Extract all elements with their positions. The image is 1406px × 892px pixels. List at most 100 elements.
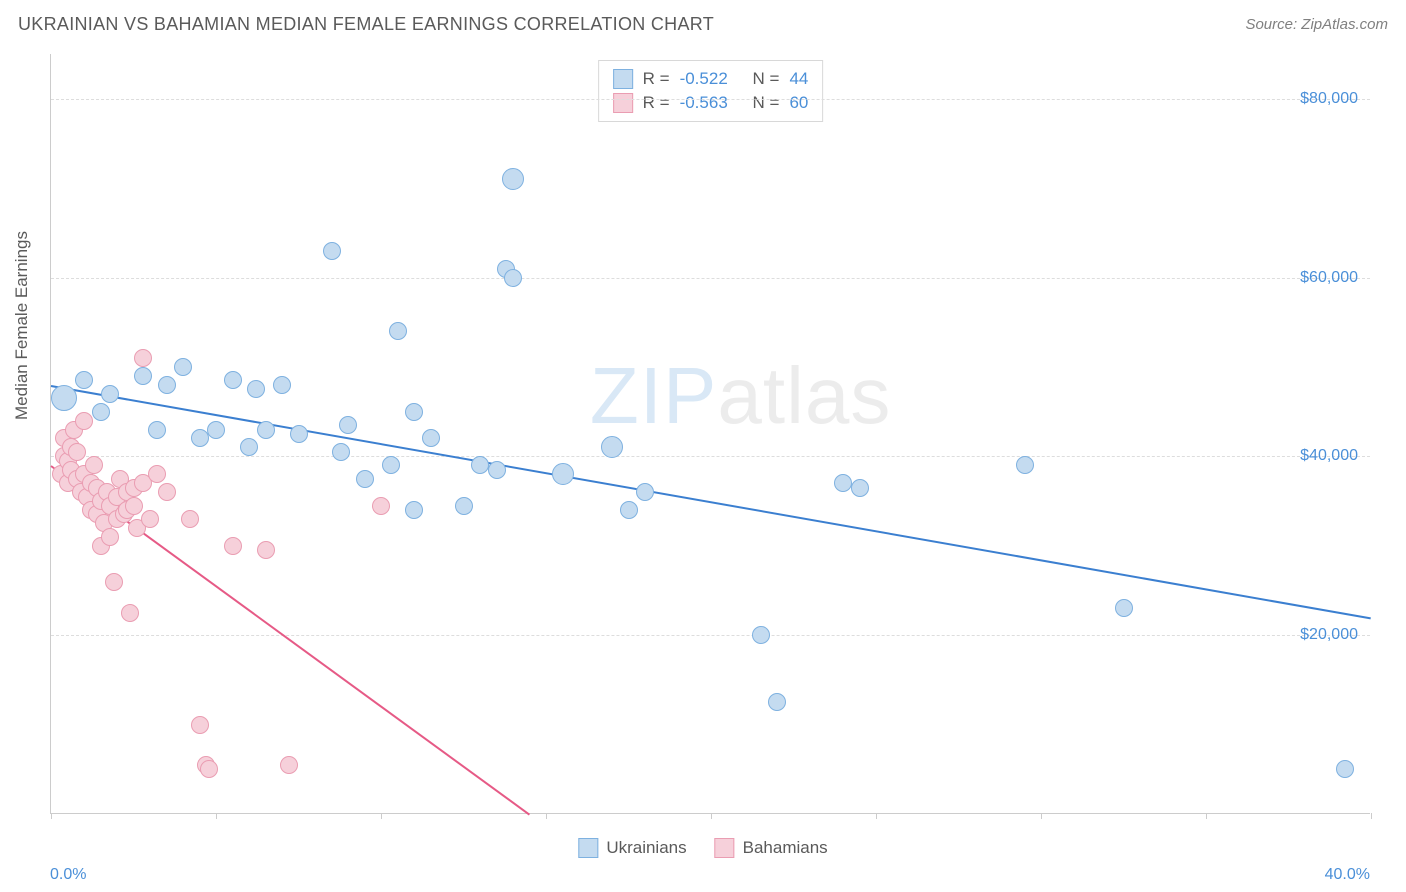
- data-point-ukrainians: [356, 470, 374, 488]
- gridline: [51, 456, 1370, 457]
- data-point-ukrainians: [752, 626, 770, 644]
- data-point-ukrainians: [240, 438, 258, 456]
- data-point-ukrainians: [257, 421, 275, 439]
- watermark-part1: ZIP: [590, 351, 717, 440]
- data-point-ukrainians: [382, 456, 400, 474]
- chart-title: UKRAINIAN VS BAHAMIAN MEDIAN FEMALE EARN…: [18, 14, 714, 35]
- swatch-ukrainians: [613, 69, 633, 89]
- r-value-bahamians: -0.563: [680, 93, 728, 113]
- chart-source: Source: ZipAtlas.com: [1245, 16, 1388, 33]
- x-tick: [876, 813, 877, 819]
- y-axis-label: Median Female Earnings: [12, 231, 32, 420]
- data-point-bahamians: [125, 497, 143, 515]
- r-label: R =: [643, 93, 670, 113]
- data-point-ukrainians: [552, 463, 574, 485]
- legend-swatch-bahamians: [715, 838, 735, 858]
- x-tick: [381, 813, 382, 819]
- data-point-bahamians: [101, 528, 119, 546]
- x-tick: [711, 813, 712, 819]
- data-point-ukrainians: [1115, 599, 1133, 617]
- legend-label-bahamians: Bahamians: [743, 838, 828, 858]
- data-point-ukrainians: [323, 242, 341, 260]
- x-tick: [1206, 813, 1207, 819]
- data-point-bahamians: [280, 756, 298, 774]
- legend-label-ukrainians: Ukrainians: [606, 838, 686, 858]
- x-tick: [546, 813, 547, 819]
- data-point-ukrainians: [851, 479, 869, 497]
- legend-item-ukrainians: Ukrainians: [578, 838, 686, 858]
- gridline: [51, 635, 1370, 636]
- data-point-ukrainians: [224, 371, 242, 389]
- data-point-bahamians: [200, 760, 218, 778]
- data-point-bahamians: [191, 716, 209, 734]
- chart-header: UKRAINIAN VS BAHAMIAN MEDIAN FEMALE EARN…: [0, 0, 1406, 48]
- y-tick-label: $20,000: [1300, 626, 1358, 644]
- n-value-ukrainians: 44: [789, 69, 808, 89]
- data-point-ukrainians: [158, 376, 176, 394]
- r-label: R =: [643, 69, 670, 89]
- data-point-bahamians: [121, 604, 139, 622]
- data-point-ukrainians: [290, 425, 308, 443]
- data-point-ukrainians: [191, 429, 209, 447]
- data-point-ukrainians: [405, 403, 423, 421]
- data-point-ukrainians: [502, 168, 524, 190]
- data-point-ukrainians: [768, 693, 786, 711]
- data-point-ukrainians: [332, 443, 350, 461]
- data-point-bahamians: [158, 483, 176, 501]
- data-point-ukrainians: [636, 483, 654, 501]
- gridline: [51, 99, 1370, 100]
- legend-swatch-ukrainians: [578, 838, 598, 858]
- y-tick-label: $80,000: [1300, 90, 1358, 108]
- data-point-ukrainians: [247, 380, 265, 398]
- data-point-bahamians: [85, 456, 103, 474]
- data-point-ukrainians: [101, 385, 119, 403]
- data-point-bahamians: [134, 349, 152, 367]
- data-point-ukrainians: [1336, 760, 1354, 778]
- data-point-ukrainians: [504, 269, 522, 287]
- y-tick-label: $60,000: [1300, 269, 1358, 287]
- data-point-ukrainians: [51, 385, 77, 411]
- data-point-ukrainians: [389, 322, 407, 340]
- data-point-bahamians: [105, 573, 123, 591]
- data-point-bahamians: [181, 510, 199, 528]
- data-point-bahamians: [75, 412, 93, 430]
- gridline: [51, 278, 1370, 279]
- data-point-ukrainians: [75, 371, 93, 389]
- x-tick: [216, 813, 217, 819]
- n-value-bahamians: 60: [789, 93, 808, 113]
- data-point-ukrainians: [405, 501, 423, 519]
- data-point-ukrainians: [601, 436, 623, 458]
- data-point-ukrainians: [273, 376, 291, 394]
- data-point-ukrainians: [207, 421, 225, 439]
- data-point-bahamians: [224, 537, 242, 555]
- data-point-ukrainians: [620, 501, 638, 519]
- trend-line-ukrainians: [51, 385, 1371, 619]
- watermark-part2: atlas: [717, 351, 891, 440]
- x-tick: [1371, 813, 1372, 819]
- data-point-bahamians: [141, 510, 159, 528]
- data-point-ukrainians: [1016, 456, 1034, 474]
- data-point-bahamians: [68, 443, 86, 461]
- stats-row-bahamians: R = -0.563 N = 60: [613, 91, 809, 115]
- x-axis-max-label: 40.0%: [1325, 866, 1370, 884]
- x-tick: [51, 813, 52, 819]
- scatter-plot: ZIPatlas R = -0.522 N = 44 R = -0.563 N …: [50, 54, 1370, 814]
- swatch-bahamians: [613, 93, 633, 113]
- data-point-ukrainians: [148, 421, 166, 439]
- data-point-ukrainians: [834, 474, 852, 492]
- x-axis-min-label: 0.0%: [50, 866, 86, 884]
- legend-item-bahamians: Bahamians: [715, 838, 828, 858]
- x-tick: [1041, 813, 1042, 819]
- data-point-ukrainians: [471, 456, 489, 474]
- data-point-ukrainians: [488, 461, 506, 479]
- series-legend: Ukrainians Bahamians: [578, 838, 827, 858]
- n-label: N =: [753, 93, 780, 113]
- data-point-ukrainians: [339, 416, 357, 434]
- y-tick-label: $40,000: [1300, 447, 1358, 465]
- data-point-bahamians: [148, 465, 166, 483]
- data-point-ukrainians: [134, 367, 152, 385]
- r-value-ukrainians: -0.522: [680, 69, 728, 89]
- data-point-ukrainians: [174, 358, 192, 376]
- data-point-bahamians: [257, 541, 275, 559]
- data-point-ukrainians: [422, 429, 440, 447]
